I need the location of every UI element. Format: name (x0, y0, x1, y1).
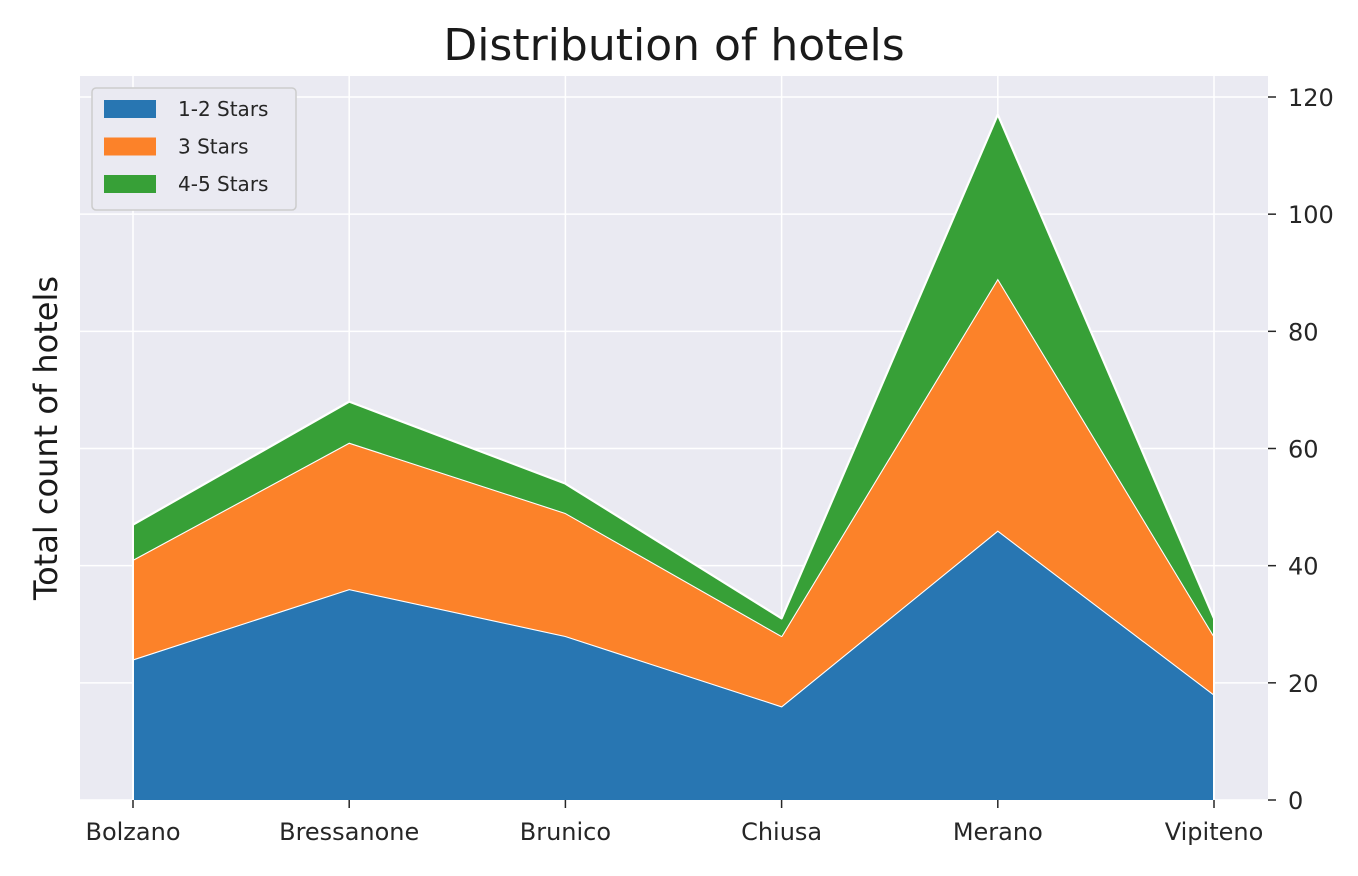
legend: 1-2 Stars 3 Stars 4-5 Stars (91, 87, 297, 211)
area-4-5-stars (133, 114, 1214, 636)
x-tick-label: Brunico (520, 818, 611, 846)
legend-swatch (104, 100, 156, 118)
x-tick-label: Vipiteno (1165, 818, 1264, 846)
legend-label: 4-5 Stars (178, 172, 268, 196)
legend-swatch (104, 137, 156, 156)
area-1-2-stars (133, 530, 1214, 800)
y-tick-label: 120 (1288, 84, 1334, 112)
x-tick-label: Bressanone (279, 818, 419, 846)
y-axis-ticks: 0 20 40 60 80 100 120 (1268, 84, 1334, 815)
y-tick-label: 100 (1288, 201, 1334, 229)
legend-swatch (104, 175, 156, 193)
chart-title: Distribution of hotels (443, 20, 904, 71)
y-tick-label: 20 (1288, 670, 1319, 698)
y-axis-label: Total count of hotels (27, 276, 65, 601)
y-tick-label: 60 (1288, 436, 1319, 464)
area-edge-4-5-stars (132, 113, 1216, 620)
x-tick-label: Chiusa (741, 818, 822, 846)
y-tick-label: 80 (1288, 318, 1319, 346)
x-tick-label: Merano (953, 818, 1043, 846)
y-tick-label: 0 (1288, 787, 1303, 815)
x-axis-ticks: Bolzano Bressanone Brunico Chiusa Merano Vipi… (85, 800, 1263, 846)
y-tick-label: 40 (1288, 553, 1319, 581)
area-3-stars (133, 278, 1214, 707)
legend-label: 1-2 Stars (178, 97, 268, 121)
legend-label: 3 Stars (178, 135, 249, 159)
area-series (132, 113, 1216, 800)
x-tick-label: Bolzano (85, 818, 180, 846)
